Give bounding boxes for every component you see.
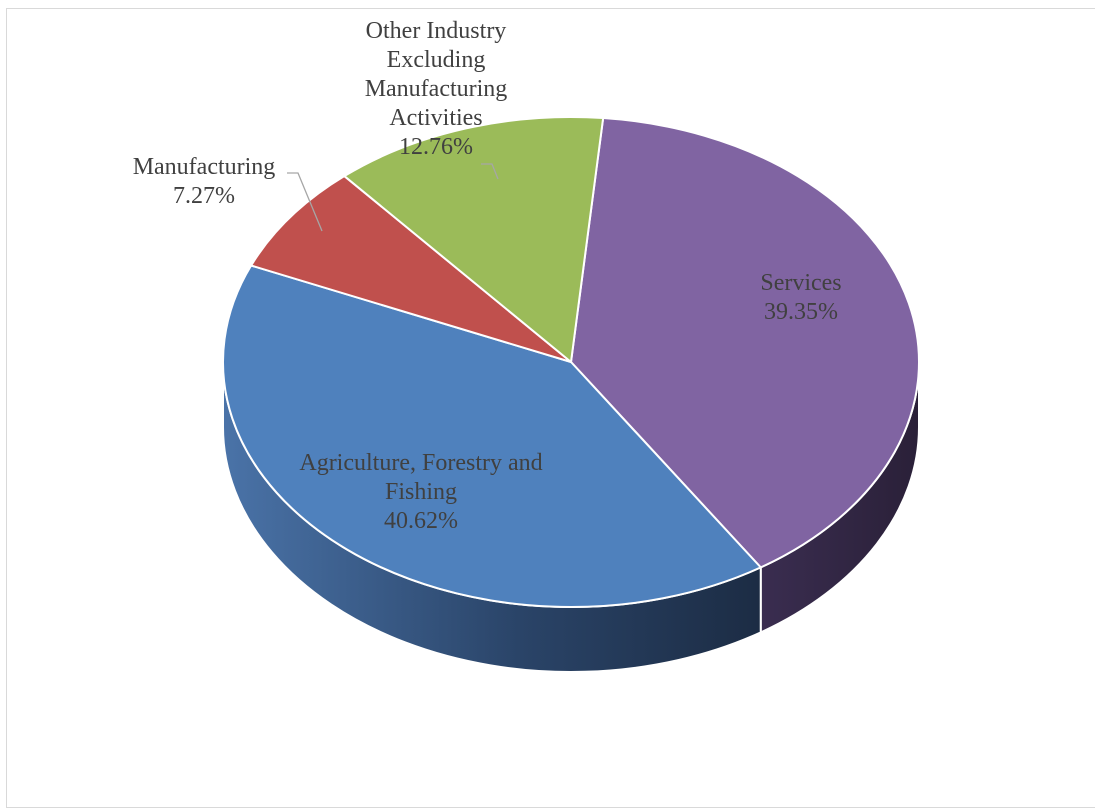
pie-slice-manufacturing <box>249 174 572 363</box>
data-labels: Agriculture, Forestry and Fishing 40.62% Ma… <box>133 18 842 534</box>
pie-slice-agriculture-forestry-and-fishing <box>222 264 763 608</box>
data-label-services: Services 39.35% <box>760 270 841 325</box>
leader-lines <box>287 163 499 232</box>
data-label-manufacturing: Manufacturing 7.27% <box>133 154 276 209</box>
data-label-agriculture-forestry-and-fishing: Agriculture, Forestry and Fishing 40.62% <box>299 450 542 534</box>
leader-line-other-industry <box>481 163 499 180</box>
data-label-other-industry-excluding-manufacturing-activities: Other Industry Excluding Manufacturing Acti… <box>365 18 508 160</box>
pie-slice-other-industry-excluding-manufacturing-activities <box>342 116 605 364</box>
pie-slices <box>222 116 920 608</box>
leader-line-manufacturing <box>287 172 323 232</box>
pie-chart: Agriculture, Forestry and Fishing 40.62% Ma… <box>133 18 920 673</box>
